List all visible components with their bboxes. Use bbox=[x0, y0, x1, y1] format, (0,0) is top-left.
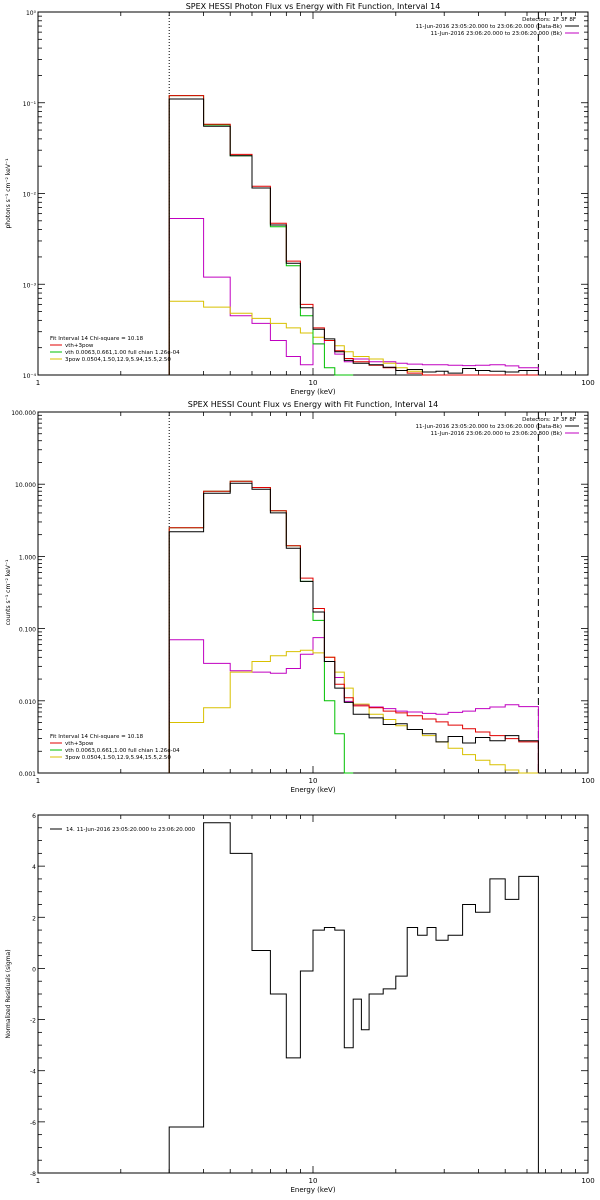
series-vth bbox=[168, 480, 354, 774]
plot-frame bbox=[37, 814, 589, 1174]
series-background bbox=[168, 637, 539, 773]
legend-entry-label: 11-Jun-2016 23:05:20.000 to 23:06:20.000… bbox=[416, 24, 562, 30]
legend-header: Detectors: 1F 3F 8F bbox=[522, 417, 576, 423]
legend-entry-label: 3pow 0.0504,1.50,12.9,5.94,15.5,2.50 bbox=[65, 755, 171, 761]
x-tick-label: 1 bbox=[36, 777, 40, 785]
series-background bbox=[168, 218, 539, 375]
x-axis-label: Energy (keV) bbox=[290, 786, 335, 794]
x-tick-label: 100 bbox=[581, 379, 594, 387]
series-data bbox=[168, 98, 539, 375]
y-tick-label: 10⁰ bbox=[26, 10, 37, 17]
series-model_total bbox=[168, 480, 539, 773]
series-bpow bbox=[168, 649, 539, 774]
y-tick-label: 1.000 bbox=[19, 554, 36, 561]
legend-entry-label: vth+3pow bbox=[65, 343, 94, 349]
y-tick-label: 0.001 bbox=[19, 771, 36, 778]
legend-header: Fit Interval 14 Chi-square = 10.18 bbox=[50, 734, 144, 740]
chart-residuals: 1 10 100 Energy (keV) -8 -6 -4 -2 0 2 4 6 Normalized… bbox=[5, 813, 595, 1194]
y-tick-label: 10⁻³ bbox=[23, 282, 37, 289]
series-data bbox=[168, 822, 539, 1173]
x-axis-label: Energy (keV) bbox=[290, 1186, 335, 1194]
legend-entry-label: 11-Jun-2016 23:06:20.000 to 23:06:20.800… bbox=[430, 431, 562, 437]
y-tick-label: -4 bbox=[30, 1069, 36, 1076]
y-tick-label: 6 bbox=[32, 813, 36, 820]
series-bpow bbox=[168, 300, 539, 376]
chart-count: SPEX HESSI Count Flux vs Energy with Fit… bbox=[5, 400, 595, 794]
y-tick-label: -2 bbox=[30, 1018, 36, 1025]
legend-entry-label: vth 0.0063,0.661,1.00 full chian 1.26e-0… bbox=[65, 350, 180, 356]
y-tick-label: -8 bbox=[30, 1171, 36, 1178]
legend-entry-label: vth 0.0063,0.661,1.00 full chian 1.26e-0… bbox=[65, 748, 180, 754]
y-axis-label: counts s⁻¹ cm⁻² keV⁻¹ bbox=[5, 559, 12, 625]
x-tick-label: 10 bbox=[309, 379, 318, 387]
y-tick-label: 4 bbox=[32, 864, 36, 871]
x-axis-label: Energy (keV) bbox=[290, 388, 335, 396]
x-tick-label: 100 bbox=[581, 777, 594, 785]
y-tick-label: 2 bbox=[32, 915, 36, 922]
x-tick-label: 1 bbox=[36, 1177, 40, 1185]
y-tick-label: 10⁻² bbox=[23, 192, 37, 199]
y-tick-label: 10.000 bbox=[15, 482, 36, 489]
y-tick-label: 0.100 bbox=[19, 627, 36, 634]
y-tick-label: 0 bbox=[32, 966, 36, 973]
legend-header: Fit Interval 14 Chi-square = 10.18 bbox=[50, 336, 144, 342]
y-tick-label: 10⁻⁴ bbox=[23, 373, 37, 380]
legend-entry-label: 3pow 0.0504,1.50,12.9,5.94,15.5,2.50 bbox=[65, 357, 171, 363]
legend-header: Detectors: 1F 3F 8F bbox=[522, 17, 576, 23]
legend-entry-label: vth+3pow bbox=[65, 741, 94, 747]
x-tick-label: 100 bbox=[581, 1177, 594, 1185]
legend-entry-label: 11-Jun-2016 23:06:20.000 to 23:06:20.000… bbox=[430, 31, 562, 37]
y-tick-label: -6 bbox=[30, 1120, 36, 1127]
y-axis-label: photons s⁻¹ cm⁻² keV⁻¹ bbox=[5, 158, 12, 229]
chart-title: SPEX HESSI Count Flux vs Energy with Fit… bbox=[188, 400, 439, 409]
y-axis-label: Normalized Residuals (sigma) bbox=[5, 949, 12, 1038]
x-tick-label: 1 bbox=[36, 379, 40, 387]
x-tick-label: 10 bbox=[309, 777, 318, 785]
chart-title: SPEX HESSI Photon Flux vs Energy with Fi… bbox=[186, 2, 441, 11]
series-data bbox=[168, 482, 539, 773]
y-tick-label: 100.000 bbox=[11, 410, 36, 417]
series-model_total bbox=[168, 95, 539, 376]
series-vth bbox=[168, 95, 354, 376]
legend-entry-label: 14. 11-Jun-2016 23:05:20.000 to 23:06:20… bbox=[66, 827, 196, 833]
chart-photon: SPEX HESSI Photon Flux vs Energy with Fi… bbox=[5, 2, 595, 396]
y-tick-label: 0.010 bbox=[19, 699, 36, 706]
y-tick-label: 10⁻¹ bbox=[23, 101, 37, 108]
x-tick-label: 10 bbox=[309, 1177, 318, 1185]
legend-entry-label: 11-Jun-2016 23:05:20.000 to 23:06:20.000… bbox=[416, 424, 562, 430]
